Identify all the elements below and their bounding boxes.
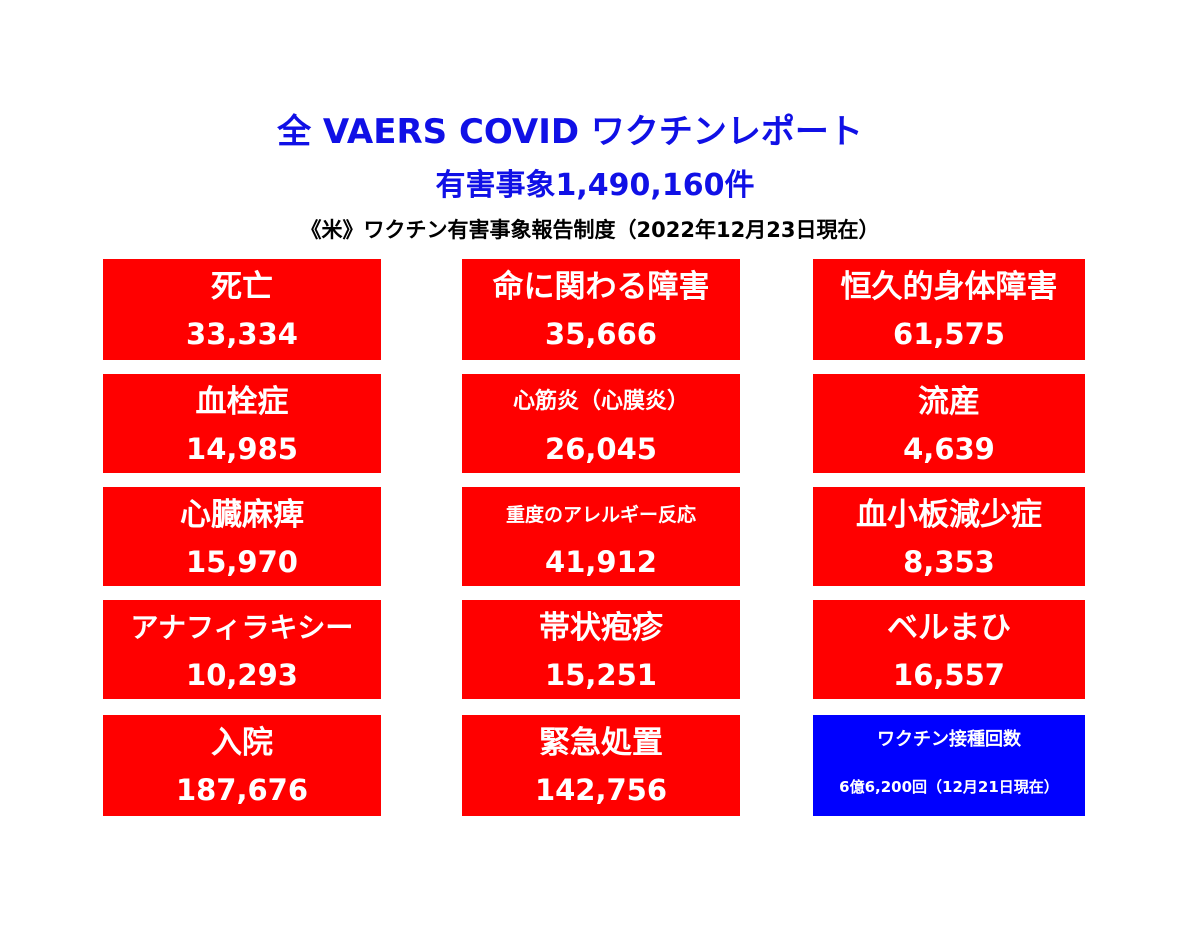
stat-box-emergency-care: 緊急処置 142,756 [462,715,740,816]
stat-value: 26,045 [545,432,657,466]
stat-box-anaphylaxis: アナフィラキシー 10,293 [103,600,381,699]
stat-box-permanent-disability: 恒久的身体障害 61,575 [813,259,1085,360]
stat-box-bells-palsy: ベルまひ 16,557 [813,600,1085,699]
stat-label: アナフィラキシー [130,611,354,644]
stat-label: 血栓症 [195,384,289,420]
stat-value: 41,912 [545,545,657,579]
stat-label: 命に関わる障害 [492,269,710,305]
stat-box-shingles: 帯状疱疹 15,251 [462,600,740,699]
stat-label: 流産 [918,384,980,420]
stat-value: 10,293 [186,658,298,692]
page-title: 全 VAERS COVID ワクチンレポート [277,112,863,152]
stat-label: 帯状疱疹 [539,610,663,646]
stat-box-hospitalization: 入院 187,676 [103,715,381,816]
stat-label: 心筋炎（心膜炎） [512,389,689,414]
stat-label: 血小板減少症 [856,497,1042,533]
stat-box-thrombosis: 血栓症 14,985 [103,374,381,473]
stat-value: 4,639 [903,432,995,466]
stat-box-life-threatening: 命に関わる障害 35,666 [462,259,740,360]
stat-box-miscarriage: 流産 4,639 [813,374,1085,473]
stat-label: 心臓麻痺 [180,497,304,533]
stat-box-severe-allergic-reaction: 重度のアレルギー反応 41,912 [462,487,740,586]
report-caption: 《米》ワクチン有害事象報告制度（2022年12月23日現在） [300,218,880,242]
stat-box-myocarditis: 心筋炎（心膜炎） 26,045 [462,374,740,473]
stat-label: 恒久的身体障害 [840,269,1058,305]
stat-value: 61,575 [893,317,1005,351]
stat-value: 142,756 [534,773,668,807]
stat-value: 6億6,200回（12月21日現在） [839,778,1059,796]
stat-value: 14,985 [186,432,298,466]
stat-label: ベルまひ [887,610,1011,646]
stat-label: 重度のアレルギー反応 [505,504,696,526]
stat-value: 187,676 [175,773,309,807]
stat-value: 8,353 [903,545,995,579]
stat-value: 16,557 [893,658,1005,692]
stat-label: ワクチン接種回数 [877,729,1021,750]
stat-value: 15,970 [186,545,298,579]
stat-label: 死亡 [211,269,273,305]
stat-box-heart-attack: 心臓麻痺 15,970 [103,487,381,586]
total-adverse-events: 有害事象1,490,160件 [435,168,755,203]
stat-label: 入院 [211,725,273,761]
stat-box-deaths: 死亡 33,334 [103,259,381,360]
stat-box-thrombocytopenia: 血小板減少症 8,353 [813,487,1085,586]
stat-box-vaccinations: ワクチン接種回数 6億6,200回（12月21日現在） [813,715,1085,816]
stat-value: 15,251 [545,658,657,692]
stat-value: 33,334 [186,317,298,351]
stat-value: 35,666 [545,317,657,351]
stat-label: 緊急処置 [539,725,663,761]
